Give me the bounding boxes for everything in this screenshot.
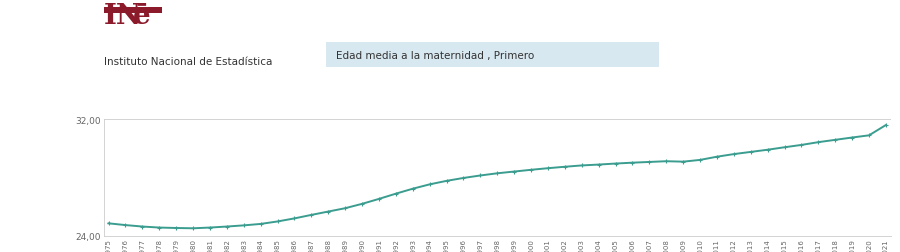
Text: ē: ē [133,3,151,30]
Text: IN: IN [104,3,142,30]
Text: Instituto Nacional de Estadística: Instituto Nacional de Estadística [104,57,272,67]
Text: Edad media a la maternidad , Primero: Edad media a la maternidad , Primero [336,50,534,60]
